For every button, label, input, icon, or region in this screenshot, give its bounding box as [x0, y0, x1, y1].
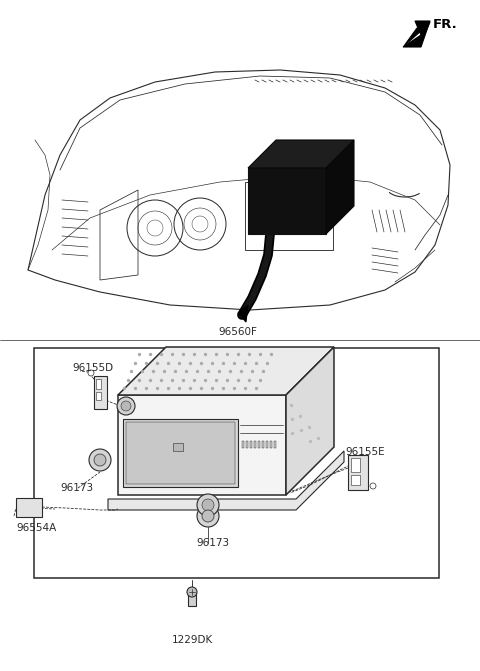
- Circle shape: [88, 370, 94, 376]
- Bar: [351, 475, 360, 485]
- Bar: [270, 441, 272, 448]
- Circle shape: [117, 397, 135, 415]
- Bar: [266, 441, 268, 448]
- Bar: [351, 458, 360, 472]
- Text: 96155E: 96155E: [345, 447, 384, 457]
- Circle shape: [202, 499, 214, 511]
- Text: 96155D: 96155D: [72, 363, 113, 373]
- Bar: [274, 441, 276, 448]
- Bar: [96, 392, 101, 400]
- Bar: [258, 441, 260, 448]
- Circle shape: [202, 510, 214, 522]
- Bar: [34, 348, 439, 578]
- Polygon shape: [118, 347, 334, 395]
- Bar: [16, 498, 42, 517]
- Polygon shape: [404, 22, 430, 46]
- Polygon shape: [248, 140, 354, 168]
- Polygon shape: [403, 21, 430, 47]
- Bar: [254, 441, 256, 448]
- Circle shape: [94, 454, 106, 466]
- Polygon shape: [118, 395, 286, 495]
- Circle shape: [187, 587, 197, 597]
- Text: 96173: 96173: [60, 483, 93, 493]
- Text: FR.: FR.: [433, 18, 458, 31]
- Polygon shape: [248, 168, 326, 234]
- Bar: [126, 422, 235, 484]
- Bar: [348, 455, 368, 490]
- Bar: [123, 419, 238, 487]
- Bar: [250, 441, 252, 448]
- Bar: [173, 443, 183, 451]
- Text: 1229DK: 1229DK: [171, 635, 213, 645]
- Polygon shape: [326, 140, 354, 234]
- Circle shape: [370, 483, 376, 489]
- Text: 96173: 96173: [196, 538, 229, 548]
- Bar: [94, 376, 107, 409]
- Circle shape: [121, 401, 131, 411]
- Polygon shape: [108, 451, 344, 510]
- Polygon shape: [286, 347, 334, 495]
- Text: 96560F: 96560F: [218, 327, 257, 337]
- Bar: [262, 441, 264, 448]
- Bar: [245, 182, 333, 250]
- Bar: [246, 441, 248, 448]
- Polygon shape: [238, 305, 248, 322]
- Text: 96554A: 96554A: [16, 523, 56, 533]
- Bar: [96, 379, 101, 389]
- Bar: [242, 441, 244, 448]
- Circle shape: [197, 494, 219, 516]
- Circle shape: [89, 449, 111, 471]
- Circle shape: [197, 505, 219, 527]
- Bar: [188, 592, 196, 606]
